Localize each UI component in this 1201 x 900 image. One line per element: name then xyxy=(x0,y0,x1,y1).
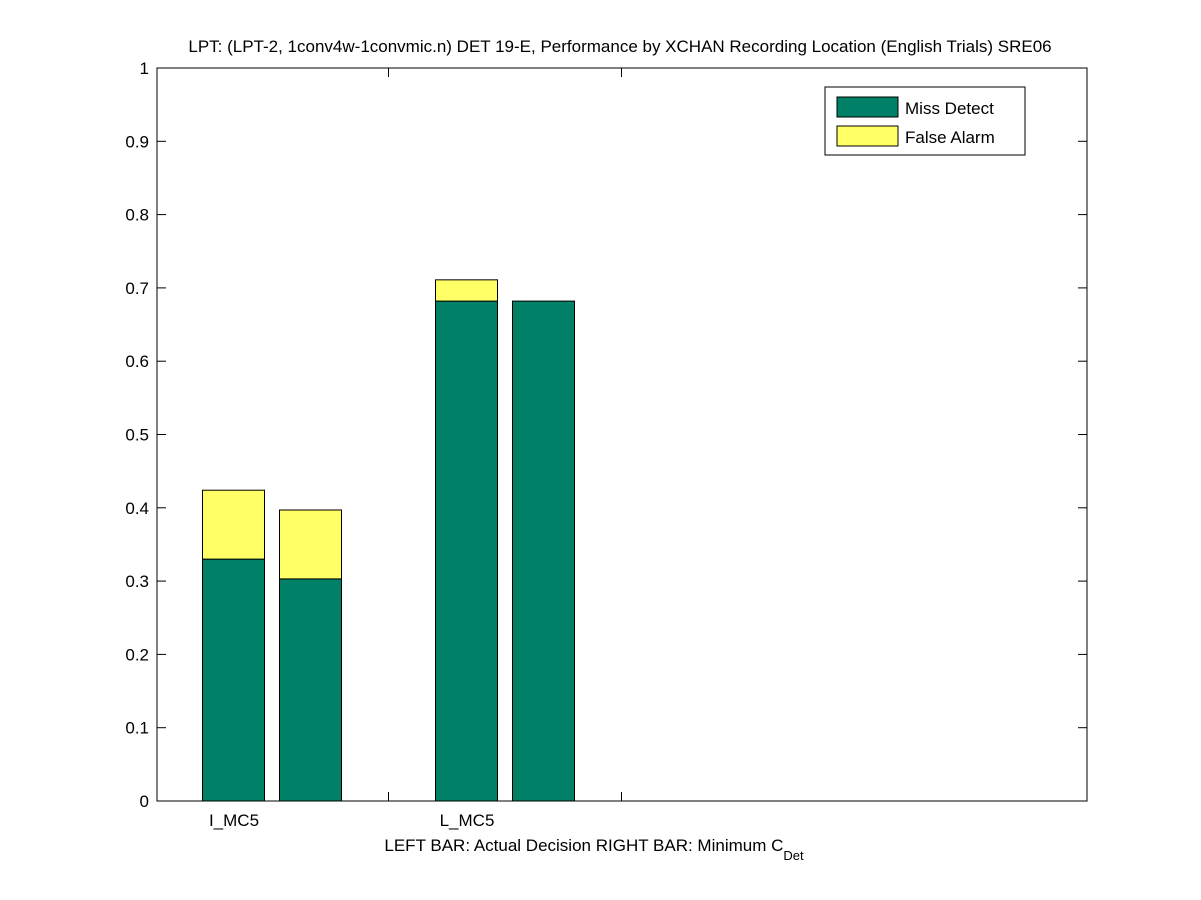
legend-swatch-miss-detect xyxy=(836,96,899,118)
bar-miss-detect xyxy=(279,578,342,802)
bar-false-alarm xyxy=(202,489,265,560)
bar-miss-detect xyxy=(435,300,498,802)
y-tick-label: 0.4 xyxy=(125,499,149,518)
legend-label-false-alarm: False Alarm xyxy=(905,128,995,147)
y-tick-label: 0.6 xyxy=(125,352,149,371)
bars-layer xyxy=(202,279,575,802)
legend-swatch-false-alarm xyxy=(836,125,899,147)
x-axis-label-main: LEFT BAR: Actual Decision RIGHT BAR: Min… xyxy=(384,836,783,855)
bar-miss-detect xyxy=(512,300,575,802)
legend: Miss Detect False Alarm xyxy=(824,86,1026,156)
y-tick-label: 0.3 xyxy=(125,572,149,591)
legend-label-miss-detect: Miss Detect xyxy=(905,99,994,118)
y-tick-label: 0.1 xyxy=(125,719,149,738)
x-axis: I_MC5 L_MC5 xyxy=(209,68,622,830)
x-tick-label: L_MC5 xyxy=(440,811,495,830)
bar-false-alarm xyxy=(279,509,342,580)
y-tick-label: 0.5 xyxy=(125,426,149,445)
x-axis-label-subscript: Det xyxy=(783,848,804,863)
y-tick-label: 1 xyxy=(140,59,149,78)
bar-false-alarm xyxy=(435,279,498,302)
y-tick-label: 0.8 xyxy=(125,206,149,225)
y-axis: 0 0.1 0.2 0.3 0.4 0.5 0.6 0.7 0.8 0.9 1 xyxy=(125,59,1087,811)
x-axis-label: LEFT BAR: Actual Decision RIGHT BAR: Min… xyxy=(384,836,804,863)
y-tick-label: 0.2 xyxy=(125,645,149,664)
y-tick-label: 0.9 xyxy=(125,132,149,151)
bar-miss-detect xyxy=(202,558,265,802)
x-tick-label: I_MC5 xyxy=(209,811,259,830)
chart-title: LPT: (LPT-2, 1conv4w-1convmic.n) DET 19-… xyxy=(188,37,1051,56)
y-tick-label: 0 xyxy=(140,792,149,811)
y-tick-label: 0.7 xyxy=(125,279,149,298)
